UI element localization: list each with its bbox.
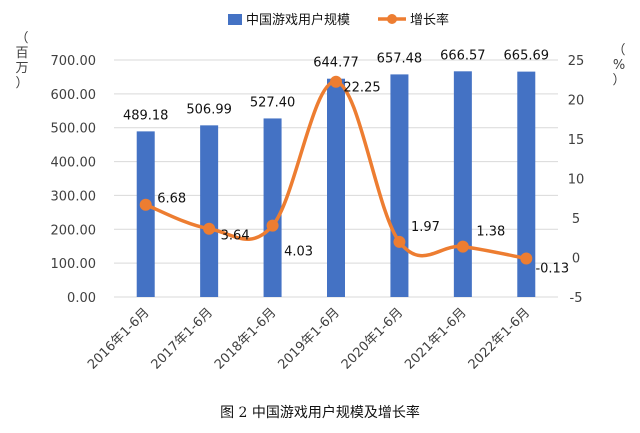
x-tick-label: 2019年1-6月 xyxy=(275,305,342,372)
x-tick-label: 2022年1-6月 xyxy=(466,305,533,372)
y2-tick-label: 0 xyxy=(572,252,580,267)
y-tick-label: 600.00 xyxy=(51,88,97,103)
y-tick-label: 300.00 xyxy=(51,189,97,204)
y-tick-label: 700.00 xyxy=(51,54,97,69)
bar-value-label: 506.99 xyxy=(186,102,232,117)
y-axis-title-char: （ xyxy=(15,31,28,46)
legend-label-line: 增长率 xyxy=(410,12,449,28)
legend-swatch-marker xyxy=(387,14,397,24)
line-value-label: 1.38 xyxy=(476,225,505,240)
y2-tick-label: 25 xyxy=(568,54,585,69)
y2-tick-label: 5 xyxy=(572,212,580,227)
bar xyxy=(200,125,219,297)
y2-tick-label: 15 xyxy=(568,133,585,148)
legend-label-bar: 中国游戏用户规模 xyxy=(246,12,350,28)
growth-point xyxy=(266,219,279,232)
y2-axis-title-char: ） xyxy=(612,73,625,88)
legend-swatch-bar xyxy=(228,14,242,25)
line-value-label: 3.64 xyxy=(221,229,250,244)
y-tick-label: 500.00 xyxy=(51,122,97,137)
bar-value-label: 657.48 xyxy=(377,51,423,66)
bar xyxy=(136,131,155,297)
y2-axis-title-char: （ xyxy=(612,43,625,58)
bar xyxy=(453,71,472,297)
bar-value-label: 644.77 xyxy=(313,56,359,71)
growth-point xyxy=(393,235,406,248)
y-tick-label: 400.00 xyxy=(51,156,97,171)
bar xyxy=(390,74,409,297)
y-tick-label: 0.00 xyxy=(67,291,96,306)
line-value-label: 6.68 xyxy=(157,192,186,207)
y2-tick-label: -5 xyxy=(570,291,583,306)
bar-value-label: 527.40 xyxy=(250,95,296,110)
y2-tick-label: 10 xyxy=(568,173,585,188)
y-axis-title-char: 万 xyxy=(15,61,28,76)
growth-point xyxy=(520,252,533,265)
bar-value-label: 489.18 xyxy=(123,108,169,123)
bar-value-label: 666.57 xyxy=(440,48,486,63)
line-value-label: 1.97 xyxy=(411,220,440,235)
growth-point xyxy=(456,240,469,253)
x-tick-label: 2021年1-6月 xyxy=(402,305,469,372)
y-tick-label: 100.00 xyxy=(51,257,97,272)
y2-axis-title-char: % xyxy=(613,58,625,73)
y-axis-title-char: ） xyxy=(15,76,28,91)
x-tick-label: 2018年1-6月 xyxy=(212,305,279,372)
line-value-label: 4.03 xyxy=(284,245,313,260)
bar xyxy=(517,71,536,297)
line-value-label: -0.13 xyxy=(535,262,569,277)
y-tick-label: 200.00 xyxy=(51,223,97,238)
y-axis-title-char: 百 xyxy=(15,46,28,61)
line-value-label: 22.25 xyxy=(343,81,380,96)
y2-tick-label: 20 xyxy=(568,94,585,109)
x-tick-label: 2020年1-6月 xyxy=(339,305,406,372)
bar-value-label: 665.69 xyxy=(504,49,550,64)
bar xyxy=(327,78,345,297)
x-tick-label: 2016年1-6月 xyxy=(85,305,152,372)
growth-point xyxy=(330,75,342,88)
figure-caption: 图 2 中国游戏用户规模及增长率 xyxy=(220,405,420,421)
bar xyxy=(263,118,282,297)
growth-point xyxy=(139,198,152,211)
x-tick-label: 2017年1-6月 xyxy=(149,305,216,372)
growth-point xyxy=(203,222,216,235)
